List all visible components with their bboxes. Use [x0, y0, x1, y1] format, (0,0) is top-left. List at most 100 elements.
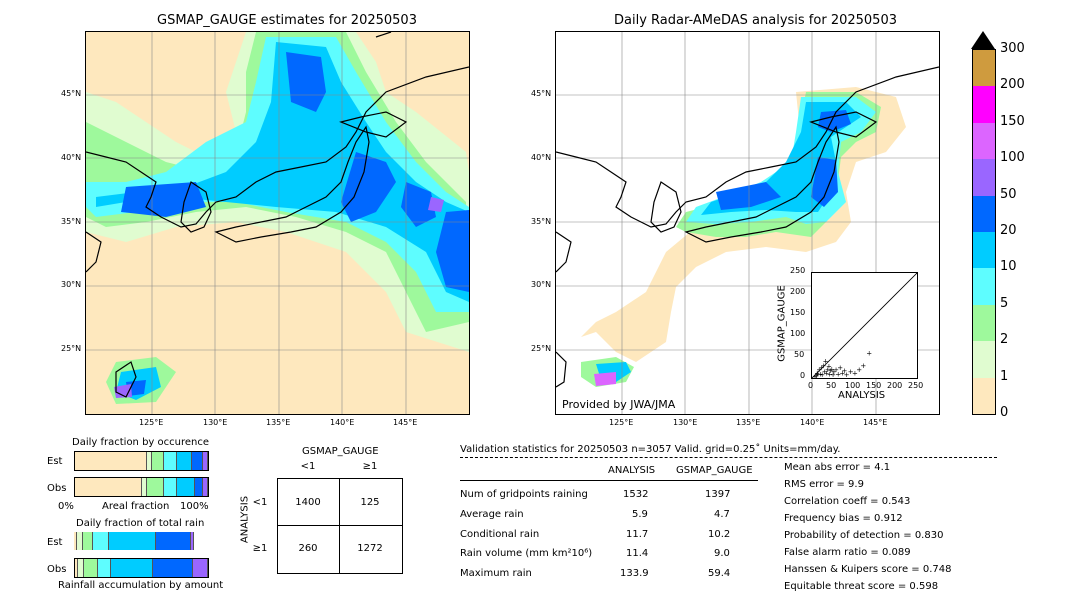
left-lat-tick: 35°N	[61, 217, 82, 226]
colorbar-tick-label: 10	[1000, 259, 1017, 275]
scatter-point: +	[831, 368, 837, 376]
stats-row-gsmap: 4.7	[714, 509, 730, 520]
fraction-segment	[146, 452, 153, 470]
fraction-segment	[202, 478, 208, 496]
scatter-x-tick: 50	[826, 381, 837, 390]
right-lat-tick: 35°N	[531, 217, 552, 226]
left-lon-tick: 130°E	[203, 418, 228, 427]
colorbar-cell	[973, 86, 995, 123]
colorbar-tick-label: 200	[1000, 77, 1025, 93]
stats-row-gsmap: 59.4	[708, 568, 731, 579]
fraction-segment	[164, 478, 178, 496]
occurrence-xtick: 100%	[180, 501, 209, 512]
right-lon-tick: 130°E	[673, 418, 698, 427]
left-lat-tick: 30°N	[61, 280, 82, 289]
right-lat-tick: 25°N	[531, 344, 552, 353]
colorbar-tick-label: 5	[1000, 295, 1009, 311]
left-lat-tick: 40°N	[61, 153, 82, 162]
fraction-segment	[177, 452, 193, 470]
colorbar-cell	[973, 232, 995, 269]
scatter-point: +	[815, 371, 821, 378]
occurrence-frame	[74, 451, 209, 497]
fraction-segment	[177, 478, 195, 496]
colorbar-cell	[973, 268, 995, 305]
contingency-table	[277, 478, 403, 574]
fraction-segment	[191, 532, 194, 550]
fraction-segment	[75, 478, 142, 496]
contingency-cell: 1400	[295, 497, 321, 508]
contingency-col-label: ≥1	[362, 461, 378, 472]
colorbar-tick-label: 1	[1000, 368, 1009, 384]
scatter-plot: ++++++++++++++++++++++++++++++	[812, 273, 917, 378]
scatter-point: +	[825, 366, 831, 374]
stats-row-label: Conditional rain	[460, 529, 540, 540]
left-lon-tick: 140°E	[330, 418, 355, 427]
scatter-point: +	[852, 369, 858, 377]
left-lat-tick: 25°N	[61, 344, 82, 353]
scatter-point: +	[830, 371, 836, 378]
score-line: Probability of detection = 0.830	[784, 530, 944, 541]
contingency-col-label: <1	[300, 461, 316, 472]
colorbar-cell	[973, 122, 995, 160]
fraction-segment	[194, 478, 203, 496]
rain-fraction-row-label: Obs	[47, 564, 67, 575]
score-line: Frequency bias = 0.912	[784, 513, 903, 524]
scatter-point: +	[818, 364, 824, 372]
identity-line	[812, 273, 917, 378]
colorbar-cell	[973, 159, 995, 196]
colorbar-tick-label: 2	[1000, 332, 1009, 348]
scatter-point: +	[848, 368, 854, 376]
fraction-segment	[192, 452, 203, 470]
occurrence-row-label: Est	[47, 456, 63, 467]
stats-row-label: Num of gridpoints raining	[460, 489, 588, 500]
contingency-cell: 260	[298, 543, 318, 554]
fraction-segment	[110, 559, 154, 577]
stats-row-analysis: 11.7	[626, 529, 649, 540]
stats-row-label: Rain volume (mm km²10⁶)	[460, 548, 593, 559]
right-map: + + + + + + + + + + + + + + + + + + + + + + + + + + + + + + Provided …	[555, 31, 940, 415]
stats-row-analysis: 1532	[623, 489, 649, 500]
scatter-xlabel: ANALYSIS	[838, 390, 886, 401]
scatter-point: +	[837, 364, 843, 372]
scatter-point: +	[812, 373, 818, 378]
stats-col-gsmap: GSMAP_GAUGE	[676, 465, 753, 476]
stats-col-rule	[460, 480, 758, 481]
scatter-y-tick: 150	[790, 308, 806, 317]
fraction-segment	[97, 559, 111, 577]
fraction-segment	[108, 532, 157, 550]
score-line: Mean abs error = 4.1	[784, 462, 891, 473]
stats-row-analysis: 5.9	[632, 509, 648, 520]
scatter-point: +	[821, 362, 827, 370]
right-lat-tick: 40°N	[531, 153, 552, 162]
rain-fraction-row-label: Est	[47, 537, 63, 548]
scatter-point: +	[844, 371, 850, 378]
scatter-point: +	[827, 370, 833, 378]
stats-row-label: Average rain	[460, 509, 524, 520]
fraction-segment	[156, 532, 191, 550]
fraction-segment	[75, 559, 78, 577]
stats-row-gsmap: 10.2	[708, 529, 731, 540]
score-line: RMS error = 9.9	[784, 479, 864, 490]
scatter-point: +	[818, 370, 824, 378]
left-map-title: GSMAP_GAUGE estimates for 20250503	[157, 13, 417, 28]
rain-fraction-xlabel: Rainfall accumulation by amount	[58, 580, 224, 591]
scatter-x-tick: 150	[866, 381, 882, 390]
score-line: Equitable threat score = 0.598	[784, 581, 939, 592]
right-lon-tick: 140°E	[800, 418, 825, 427]
left-lon-tick: 145°E	[393, 418, 418, 427]
stats-col-analysis: ANALYSIS	[608, 465, 656, 476]
colorbar-cell	[973, 377, 995, 414]
colorbar-tick-label: 50	[1000, 186, 1017, 202]
scatter-y-tick: 0	[800, 371, 806, 380]
scatter-point: +	[860, 362, 866, 370]
fraction-segment	[76, 532, 84, 550]
colorbar-cell	[973, 341, 995, 378]
fraction-segment	[77, 559, 85, 577]
scatter-point: +	[866, 350, 872, 358]
fraction-segment	[193, 559, 208, 577]
colorbar-tick-label: 150	[1000, 113, 1025, 129]
score-line: Hanssen & Kuipers score = 0.748	[784, 564, 952, 575]
colorbar-tick-label: 0	[1000, 405, 1009, 420]
fraction-segment	[202, 452, 208, 470]
scatter-point: +	[822, 368, 828, 376]
